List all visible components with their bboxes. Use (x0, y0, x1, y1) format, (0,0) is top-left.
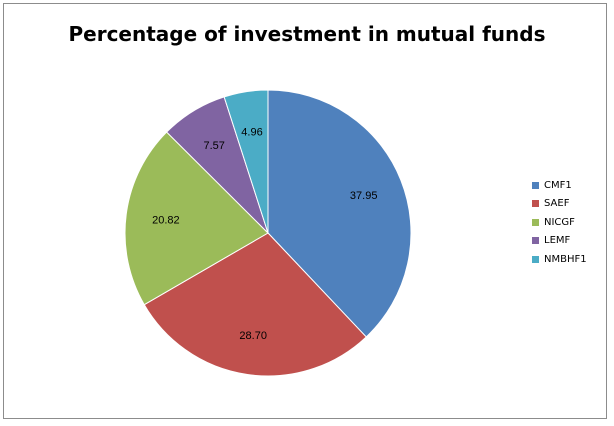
data-label-nmbhf1: 4.96 (241, 126, 262, 138)
legend-item-nmbhf1: NMBHF1 (532, 250, 587, 269)
pie-slice-saef (143, 232, 367, 377)
data-label-lemf: 7.57 (203, 140, 224, 152)
data-label-saef: 28.70 (239, 330, 267, 342)
legend-item-nicgf: NICGF (532, 213, 587, 232)
legend-item-lemf: LEMF (532, 232, 587, 251)
legend-label: NMBHF1 (544, 253, 587, 265)
pie-slice-cmf1 (267, 89, 412, 338)
pie-slice-nicgf (124, 131, 269, 306)
legend-swatch (532, 181, 539, 189)
legend-label: NICGF (544, 216, 575, 228)
legend: CMF1 SAEF NICGF LEMF NMBHF1 (532, 176, 587, 269)
legend-label: LEMF (544, 235, 571, 247)
legend-swatch (532, 218, 539, 226)
legend-label: SAEF (544, 198, 570, 210)
legend-swatch (532, 237, 539, 245)
data-label-cmf1: 37.95 (350, 190, 378, 202)
legend-item-cmf1: CMF1 (532, 176, 587, 195)
legend-swatch (532, 255, 539, 263)
legend-swatch (532, 200, 539, 208)
pie-slice-nmbhf1 (223, 89, 269, 234)
data-label-nicgf: 20.82 (152, 215, 180, 227)
legend-item-saef: SAEF (532, 195, 587, 214)
chart-title: Percentage of investment in mutual funds (68, 22, 546, 46)
legend-label: CMF1 (544, 179, 572, 191)
